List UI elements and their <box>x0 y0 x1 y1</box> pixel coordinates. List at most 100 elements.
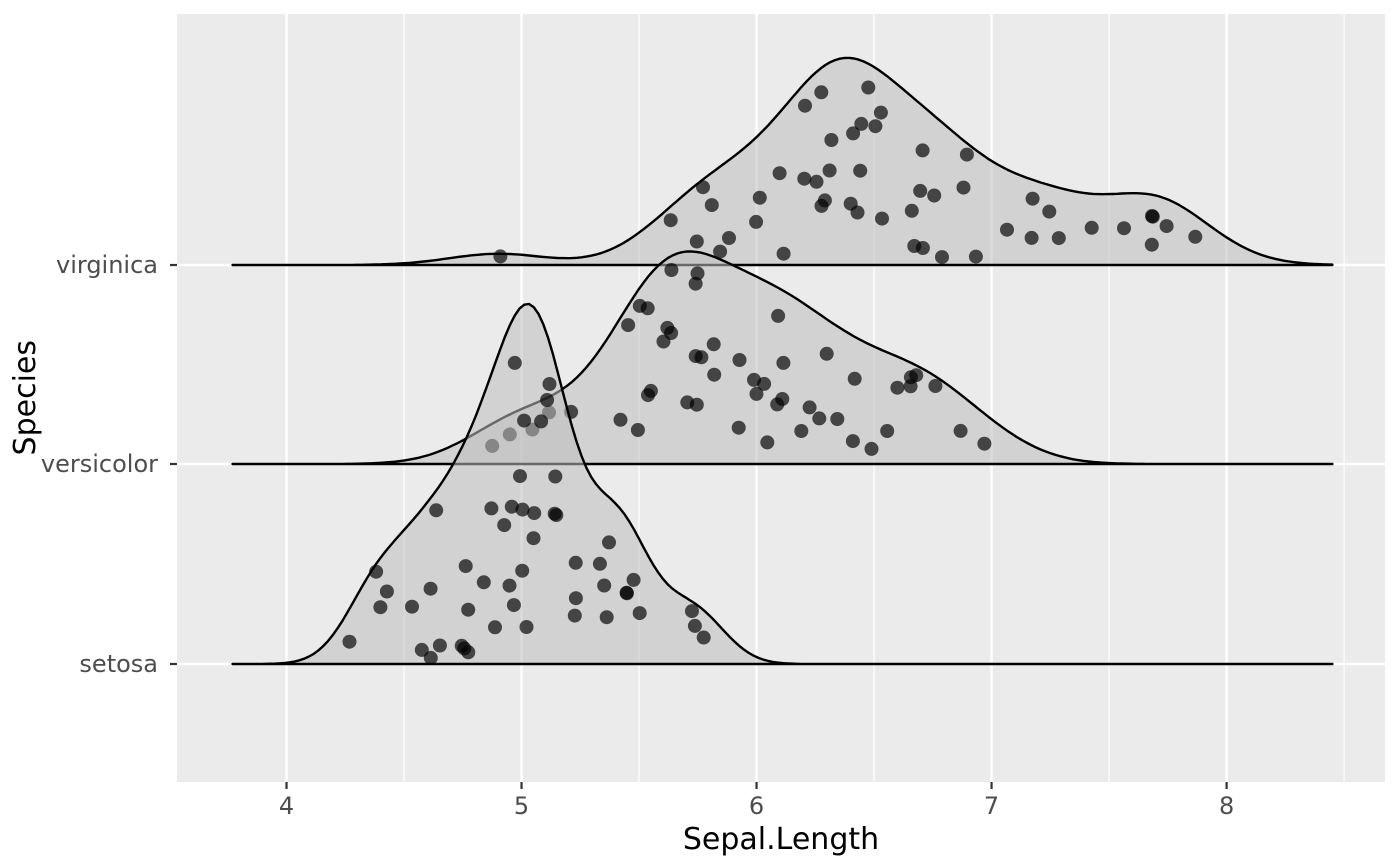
data-point-versicolor <box>706 337 721 352</box>
data-point-virginica <box>846 126 861 141</box>
data-point-setosa <box>632 606 647 621</box>
data-point-versicolor <box>760 435 775 450</box>
data-point-setosa <box>592 556 607 571</box>
data-point-versicolor <box>731 420 746 435</box>
data-point-versicolor <box>819 346 834 361</box>
data-point-setosa <box>568 555 583 570</box>
data-point-virginica <box>1024 230 1039 245</box>
data-point-versicolor <box>845 434 860 449</box>
data-point-versicolor <box>613 412 628 427</box>
data-point-versicolor <box>794 424 809 438</box>
data-point-versicolor <box>680 395 695 410</box>
data-point-versicolor <box>747 372 761 387</box>
y-axis-title: Species <box>8 340 43 456</box>
data-point-versicolor <box>749 386 764 401</box>
data-point-virginica <box>956 180 971 195</box>
data-point-setosa <box>423 650 438 665</box>
data-point-setosa <box>504 499 519 514</box>
data-point-setosa <box>476 575 491 590</box>
data-point-versicolor <box>732 353 747 367</box>
x-tick-label-4: 4 <box>278 792 295 820</box>
x-tick-label-8: 8 <box>1218 792 1235 820</box>
data-point-setosa <box>568 591 583 606</box>
x-axis-title: Sepal.Length <box>682 822 880 857</box>
data-point-setosa <box>526 531 541 546</box>
data-point-virginica <box>772 166 787 181</box>
data-point-virginica <box>904 203 919 218</box>
data-point-versicolor <box>880 424 895 438</box>
data-point-virginica <box>1145 209 1160 224</box>
data-point-virginica <box>814 85 829 100</box>
data-point-setosa <box>507 355 522 370</box>
data-point-setosa <box>513 469 527 484</box>
x-tick-label-5: 5 <box>513 792 530 820</box>
data-point-setosa <box>432 638 447 653</box>
data-point-setosa <box>502 578 517 593</box>
data-point-versicolor <box>847 371 862 386</box>
data-point-virginica <box>1144 237 1159 252</box>
data-point-versicolor <box>688 276 703 291</box>
data-point-virginica <box>843 196 858 211</box>
data-point-versicolor <box>771 308 786 323</box>
data-point-virginica <box>968 249 983 264</box>
x-tick-label-6: 6 <box>748 792 765 820</box>
data-point-virginica <box>776 246 791 261</box>
data-point-virginica <box>915 143 930 158</box>
data-point-virginica <box>689 234 704 249</box>
data-point-virginica <box>935 250 949 265</box>
data-point-virginica <box>873 105 888 120</box>
density-ridge-setosa <box>231 302 1334 666</box>
data-point-setosa <box>414 642 429 657</box>
data-point-setosa <box>687 618 702 633</box>
data-point-setosa <box>685 604 699 619</box>
data-point-setosa <box>602 535 616 550</box>
data-point-versicolor <box>830 412 845 426</box>
data-point-setosa <box>458 559 473 574</box>
data-point-versicolor <box>707 367 722 382</box>
data-point-setosa <box>547 506 562 521</box>
data-point-virginica <box>875 211 889 226</box>
y-axis-title-wrap: Species <box>8 14 43 782</box>
data-point-virginica <box>809 174 824 189</box>
y-tick-label-virginica: virginica <box>56 251 158 279</box>
data-point-versicolor <box>632 298 647 313</box>
data-point-setosa <box>379 584 394 599</box>
data-point-virginica <box>1117 221 1131 236</box>
data-point-versicolor <box>953 423 968 438</box>
data-point-versicolor <box>776 355 791 370</box>
data-point-versicolor <box>621 318 636 333</box>
data-point-virginica <box>913 183 928 198</box>
data-point-virginica <box>959 147 974 162</box>
data-point-versicolor <box>903 370 918 385</box>
data-point-setosa <box>342 634 357 649</box>
data-point-versicolor <box>664 263 679 277</box>
data-point-setosa <box>527 506 542 521</box>
y-tick-label-versicolor: versicolor <box>40 450 158 478</box>
data-point-virginica <box>704 198 719 213</box>
ridge-group-setosa <box>231 302 1334 666</box>
data-point-setosa <box>429 503 444 518</box>
data-point-setosa <box>548 469 563 484</box>
data-point-versicolor <box>630 423 645 437</box>
data-point-versicolor <box>928 379 943 393</box>
data-point-setosa <box>567 608 582 623</box>
data-point-setosa <box>519 620 534 634</box>
data-point-versicolor <box>977 436 992 451</box>
data-point-setosa <box>540 393 555 407</box>
data-point-virginica <box>752 190 767 205</box>
data-point-virginica <box>1084 220 1099 235</box>
data-point-virginica <box>1025 191 1040 206</box>
data-point-versicolor <box>812 411 827 426</box>
data-point-versicolor <box>660 320 675 335</box>
data-point-virginica <box>797 171 812 186</box>
data-point-setosa <box>457 641 472 656</box>
data-point-setosa <box>461 602 476 617</box>
data-point-virginica <box>798 98 812 113</box>
data-point-setosa <box>515 502 530 517</box>
data-point-virginica <box>824 133 839 147</box>
data-point-setosa <box>534 414 549 429</box>
data-point-virginica <box>1051 231 1066 246</box>
data-point-virginica <box>822 163 837 178</box>
data-point-setosa <box>369 564 384 579</box>
data-point-versicolor <box>641 388 655 403</box>
